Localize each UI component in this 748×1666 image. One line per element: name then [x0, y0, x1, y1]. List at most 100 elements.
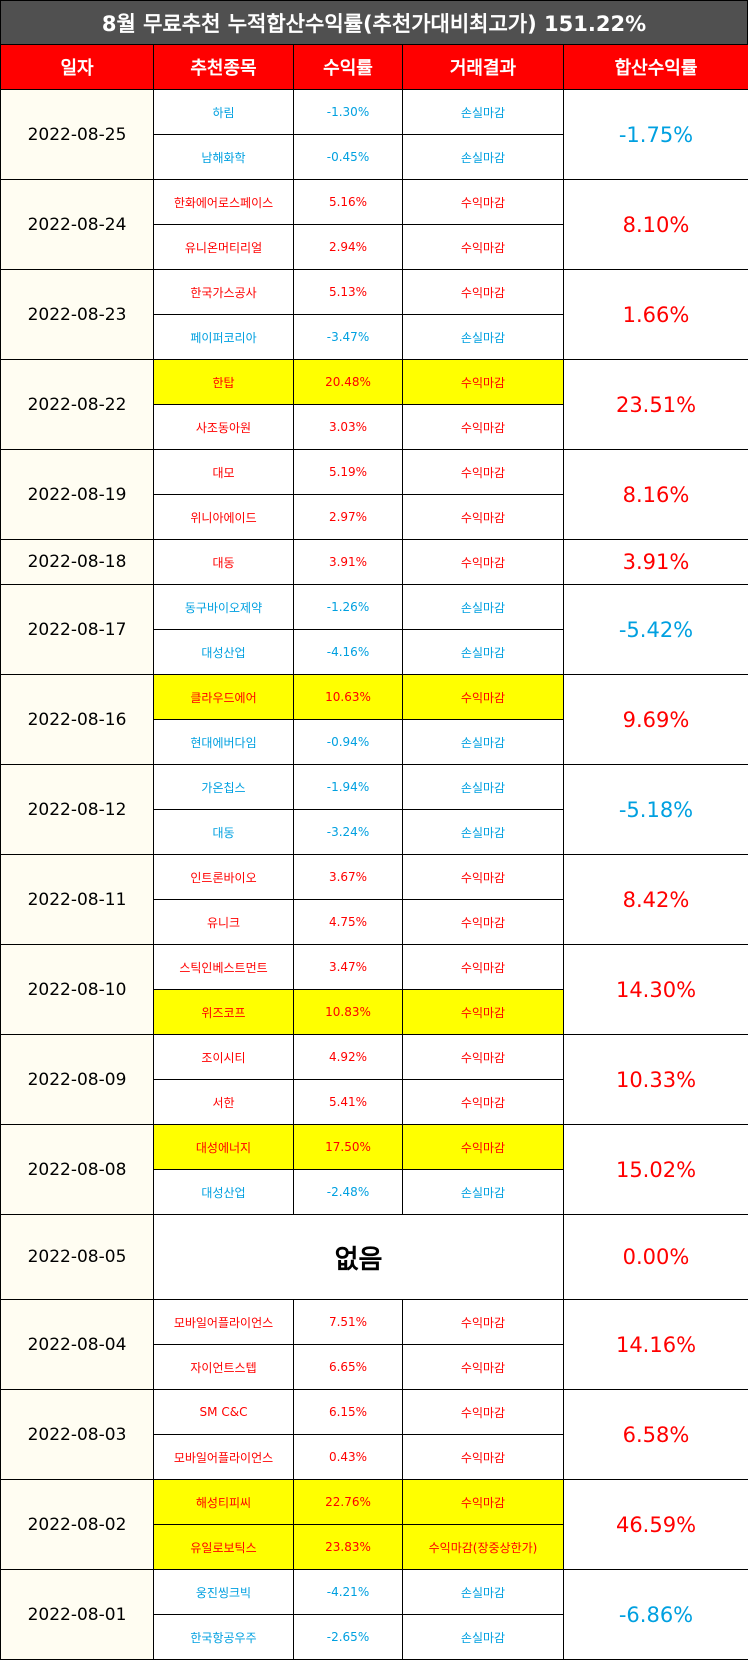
return-rate-cell: 23.83%: [293, 1524, 403, 1570]
return-rate-cell: 10.63%: [293, 674, 403, 720]
date-cell: 2022-08-18: [0, 539, 154, 585]
table-row: 유니크 4.75% 수익마감: [1, 899, 748, 945]
return-rate-cell: 20.48%: [293, 359, 403, 405]
date-cell: 2022-08-11: [0, 854, 154, 945]
trade-result-cell: 수익마감: [402, 989, 564, 1035]
return-rate-cell: 3.47%: [293, 944, 403, 990]
return-rate-cell: 2.94%: [293, 224, 403, 270]
no-recommendation-cell: 없음: [153, 1214, 564, 1300]
table-row: 위니아에이드 2.97% 수익마감: [1, 494, 748, 540]
return-rate-cell: 2.97%: [293, 494, 403, 540]
table-row: 2022-08-24 한화에어로스페이스 5.16% 수익마감 8.10%: [0, 179, 748, 270]
header-stock: 추천종목: [153, 44, 294, 90]
date-cell: 2022-08-05: [0, 1214, 154, 1300]
table-row: 2022-08-23 한국가스공사 5.13% 수익마감 1.66%: [0, 269, 748, 360]
sum-return-cell: 8.16%: [563, 449, 748, 540]
return-rate-cell: -4.16%: [293, 629, 403, 675]
trade-result-cell: 수익마감: [402, 359, 564, 405]
sum-return-cell: 14.16%: [563, 1299, 748, 1390]
stock-name-cell: 한탑: [153, 359, 294, 405]
table-row: 위즈코프 10.83% 수익마감: [1, 989, 748, 1035]
return-rate-cell: 5.41%: [293, 1079, 403, 1125]
trade-result-cell: 수익마감: [402, 404, 564, 450]
stock-name-cell: 유일로보틱스: [153, 1524, 294, 1570]
table-row: 2022-08-25 하림 -1.30% 손실마감 -1.75%: [0, 89, 748, 180]
table-row: 2022-08-04 모바일어플라이언스 7.51% 수익마감 14.16%: [0, 1299, 748, 1390]
date-cell: 2022-08-01: [0, 1569, 154, 1660]
table-row: 2022-08-02 해성티피씨 22.76% 수익마감 46.59%: [0, 1479, 748, 1570]
table-row: 2022-08-10 스틱인베스트먼트 3.47% 수익마감 14.30%: [0, 944, 748, 1035]
trade-result-cell: 손실마감: [402, 1614, 564, 1660]
return-rate-cell: 5.16%: [293, 179, 403, 225]
stock-name-cell: 위니아에이드: [153, 494, 294, 540]
trade-result-cell: 손실마감: [402, 764, 564, 810]
sum-return-cell: -5.18%: [563, 764, 748, 855]
stock-name-cell: 유니온머티리얼: [153, 224, 294, 270]
stock-name-cell: 인트론바이오: [153, 854, 294, 900]
return-rate-cell: -1.30%: [293, 89, 403, 135]
trade-result-cell: 수익마감: [402, 269, 564, 315]
sum-return-cell: 1.66%: [563, 269, 748, 360]
sheet-title: 8월 무료추천 누적합산수익률(추천가대비최고가) 151.22%: [0, 0, 748, 44]
stock-name-cell: 한화에어로스페이스: [153, 179, 294, 225]
return-rate-cell: -2.48%: [293, 1169, 403, 1215]
table-row: 2022-08-05 없음 0.00%: [0, 1214, 748, 1300]
table-row: 남해화학 -0.45% 손실마감: [1, 134, 748, 180]
table-row: 2022-08-22 한탑 20.48% 수익마감 23.51%: [0, 359, 748, 450]
return-rate-cell: 5.19%: [293, 449, 403, 495]
trade-result-cell: 손실마감: [402, 89, 564, 135]
table-row: 2022-08-17 동구바이오제약 -1.26% 손실마감 -5.42%: [0, 584, 748, 675]
stock-name-cell: 페이퍼코리아: [153, 314, 294, 360]
stock-name-cell: 대동: [153, 539, 294, 585]
table-row: 2022-08-08 대성에너지 17.50% 수익마감 15.02%: [0, 1124, 748, 1215]
table-row: 2022-08-11 인트론바이오 3.67% 수익마감 8.42%: [0, 854, 748, 945]
return-rate-cell: 17.50%: [293, 1124, 403, 1170]
table-row: 페이퍼코리아 -3.47% 손실마감: [1, 314, 748, 360]
table-row: 2022-08-12 가온칩스 -1.94% 손실마감 -5.18%: [0, 764, 748, 855]
return-rate-cell: -4.21%: [293, 1569, 403, 1615]
stock-name-cell: 남해화학: [153, 134, 294, 180]
return-rate-cell: 7.51%: [293, 1299, 403, 1345]
trade-result-cell: 수익마감: [402, 1079, 564, 1125]
return-rate-cell: -3.47%: [293, 314, 403, 360]
table-row: 대동 -3.24% 손실마감: [1, 809, 748, 855]
date-cell: 2022-08-10: [0, 944, 154, 1035]
date-cell: 2022-08-04: [0, 1299, 154, 1390]
sum-return-cell: 0.00%: [563, 1214, 748, 1300]
stock-name-cell: 모바일어플라이언스: [153, 1434, 294, 1480]
stock-name-cell: 위즈코프: [153, 989, 294, 1035]
return-rate-cell: -2.65%: [293, 1614, 403, 1660]
trade-result-cell: 손실마감: [402, 134, 564, 180]
date-cell: 2022-08-25: [0, 89, 154, 180]
return-rate-cell: 4.92%: [293, 1034, 403, 1080]
return-rate-cell: 3.91%: [293, 539, 403, 585]
trade-result-cell: 수익마감: [402, 539, 564, 585]
stock-name-cell: 가온칩스: [153, 764, 294, 810]
sum-return-cell: 46.59%: [563, 1479, 748, 1570]
stock-name-cell: 하림: [153, 89, 294, 135]
table-row: 2022-08-03 SM C&C 6.15% 수익마감 6.58%: [0, 1389, 748, 1480]
table-row: 2022-08-09 조이시티 4.92% 수익마감 10.33%: [0, 1034, 748, 1125]
table-row: 유일로보틱스 23.83% 수익마감(장중상한가): [1, 1524, 748, 1570]
trade-result-cell: 수익마감: [402, 449, 564, 495]
stock-name-cell: 클라우드에어: [153, 674, 294, 720]
date-cell: 2022-08-09: [0, 1034, 154, 1125]
date-cell: 2022-08-17: [0, 584, 154, 675]
return-rate-cell: 3.67%: [293, 854, 403, 900]
date-cell: 2022-08-16: [0, 674, 154, 765]
trade-result-cell: 수익마감: [402, 944, 564, 990]
stock-name-cell: 모바일어플라이언스: [153, 1299, 294, 1345]
date-cell: 2022-08-22: [0, 359, 154, 450]
table-row: 2022-08-18 대동 3.91% 수익마감 3.91%: [0, 539, 748, 585]
date-cell: 2022-08-03: [0, 1389, 154, 1480]
table-row: 유니온머티리얼 2.94% 수익마감: [1, 224, 748, 270]
stock-name-cell: 동구바이오제약: [153, 584, 294, 630]
stock-name-cell: 현대에버다임: [153, 719, 294, 765]
stock-name-cell: 한국가스공사: [153, 269, 294, 315]
stock-name-cell: 스틱인베스트먼트: [153, 944, 294, 990]
date-cell: 2022-08-19: [0, 449, 154, 540]
trade-result-cell: 손실마감: [402, 1569, 564, 1615]
sum-return-cell: 15.02%: [563, 1124, 748, 1215]
sum-return-cell: 8.42%: [563, 854, 748, 945]
stock-name-cell: 사조동아원: [153, 404, 294, 450]
